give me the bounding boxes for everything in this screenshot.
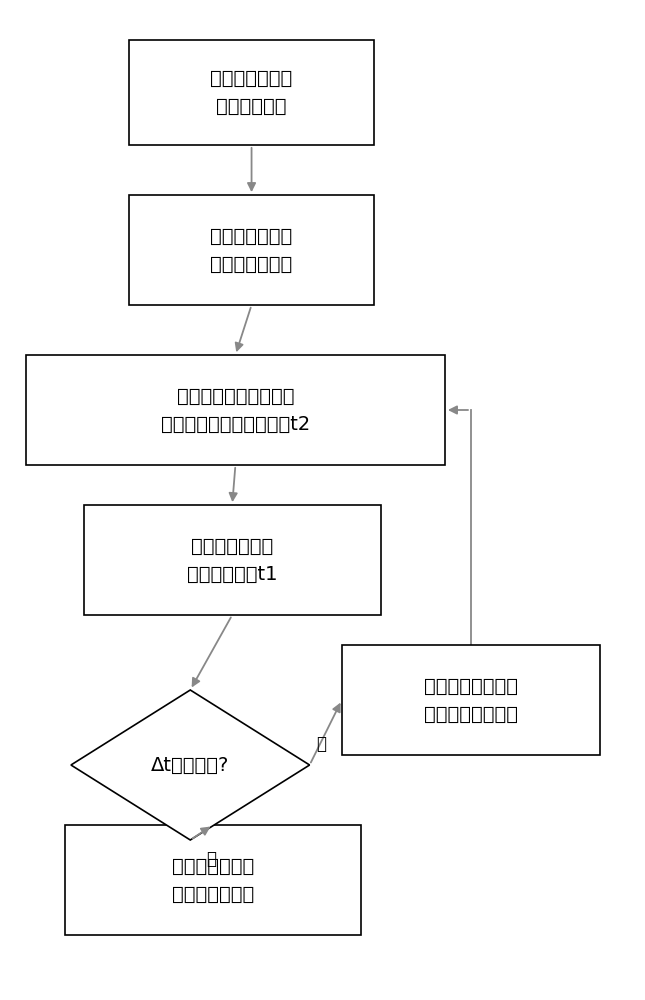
Text: 根据实际加载的模拟量
计算真实的电能脉冲间隔t2: 根据实际加载的模拟量 计算真实的电能脉冲间隔t2 [161,386,310,433]
Bar [342,645,600,755]
Polygon shape [71,690,310,840]
Bar [84,505,381,615]
Text: 保存高频脉冲常
数值，校准完成: 保存高频脉冲常 数值，校准完成 [172,856,254,904]
Text: 厂商提供的高频
脉冲常数计算: 厂商提供的高频 脉冲常数计算 [210,69,293,116]
Text: 是: 是 [206,850,217,868]
Text: 否: 否 [316,735,326,753]
Bar [26,355,445,465]
Text: 高频脉冲常数理
论值写入寄存器: 高频脉冲常数理 论值写入寄存器 [210,227,293,273]
Text: 调整高频脉冲常数
值，并写入寄存器: 调整高频脉冲常数 值，并写入寄存器 [424,676,518,724]
Bar [129,40,374,145]
Text: Δt满足要求?: Δt满足要求? [151,756,230,774]
Text: 捕获电能脉冲并
计算脉冲间隔t1: 捕获电能脉冲并 计算脉冲间隔t1 [187,536,277,584]
Bar [129,195,374,305]
Bar [64,825,361,935]
